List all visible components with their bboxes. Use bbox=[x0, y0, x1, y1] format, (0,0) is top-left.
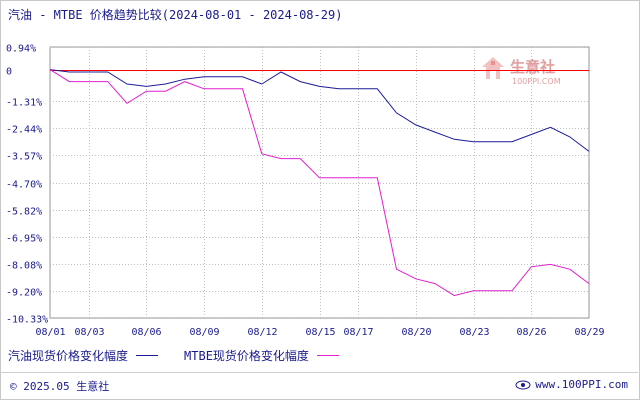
y-tick-label: -5.82% bbox=[6, 207, 42, 218]
site-logo-icon bbox=[515, 380, 531, 389]
series-line-1 bbox=[49, 69, 590, 152]
x-tick-label: 08/01 bbox=[35, 327, 65, 338]
x-tick-label: 08/12 bbox=[247, 327, 277, 338]
x-tick-label: 08/29 bbox=[574, 327, 604, 338]
y-tick-label: -1.31% bbox=[6, 98, 42, 109]
watermark-logo: 生意社 100PPI.COM bbox=[482, 57, 561, 86]
series-lines bbox=[49, 69, 590, 297]
copyright-text: © 2025.05 生意社 bbox=[10, 380, 110, 393]
y-tick-label: -6.95% bbox=[6, 234, 42, 245]
chart-title: 汽油 - MTBE 价格趋势比较(2024-08-01 - 2024-08-29… bbox=[8, 8, 343, 22]
x-axis-ticks: 08/01 08/03 08/06 08/09 08/12 08/15 08/17 08/20… bbox=[35, 327, 604, 338]
legend: 汽油现货价格变化幅度 MTBE现货价格变化幅度 bbox=[8, 347, 365, 364]
x-tick-label: 08/23 bbox=[459, 327, 489, 338]
grid bbox=[49, 46, 590, 319]
x-tick-label: 08/15 bbox=[305, 327, 335, 338]
watermark-brand: 生意社 bbox=[510, 58, 555, 76]
x-tick-label: 08/26 bbox=[516, 327, 546, 338]
y-tick-label: -3.57% bbox=[6, 152, 42, 163]
legend-label-series1: 汽油现货价格变化幅度 bbox=[8, 349, 129, 363]
site-url[interactable]: www.100PPI.com bbox=[535, 378, 628, 391]
house-logo-icon bbox=[482, 57, 504, 79]
x-tick-label: 08/17 bbox=[343, 327, 373, 338]
y-tick-label: -9.20% bbox=[6, 288, 42, 299]
legend-swatch-series1 bbox=[136, 355, 159, 356]
plot-border bbox=[49, 46, 590, 319]
y-axis-ticks: 0.94% 0 -1.31% -2.44% -3.57% -4.70% -5.82% -6.9… bbox=[6, 44, 48, 326]
y-tick-label: -4.70% bbox=[6, 180, 42, 191]
legend-label-series2: MTBE现货价格变化幅度 bbox=[184, 349, 309, 363]
x-tick-label: 08/03 bbox=[74, 327, 104, 338]
y-tick-label: -8.08% bbox=[6, 261, 42, 272]
y-tick-label: -10.33% bbox=[6, 315, 48, 326]
series-line-2 bbox=[49, 69, 590, 297]
watermark-domain: 100PPI.COM bbox=[512, 77, 561, 86]
x-tick-label: 08/20 bbox=[401, 327, 431, 338]
footer-divider bbox=[0, 372, 638, 373]
y-tick-label: -2.44% bbox=[6, 125, 42, 136]
y-tick-label: 0.94% bbox=[6, 44, 36, 55]
y-tick-label: 0 bbox=[6, 67, 12, 78]
x-tick-label: 08/09 bbox=[189, 327, 219, 338]
legend-swatch-series2 bbox=[316, 355, 339, 356]
x-tick-label: 08/06 bbox=[131, 327, 161, 338]
site-link[interactable]: www.100PPI.com bbox=[515, 378, 628, 391]
